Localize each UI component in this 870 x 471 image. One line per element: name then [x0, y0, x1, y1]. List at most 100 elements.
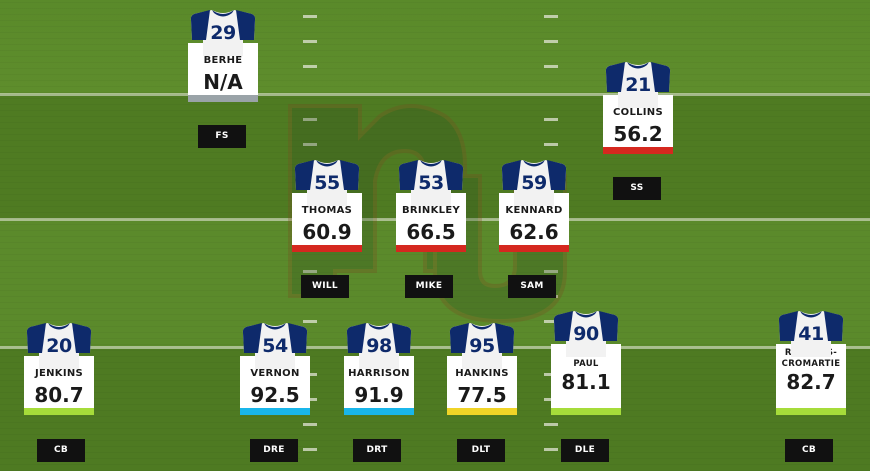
- grade-color-bar: [776, 408, 846, 415]
- jersey-icon: 54: [240, 323, 310, 369]
- player-name: BERHE: [203, 55, 243, 66]
- grade-color-bar: [24, 408, 94, 415]
- yard-line: [0, 346, 870, 349]
- player-name-line: CROMARTIE: [781, 359, 841, 369]
- player-card-dre[interactable]: VERNON 92.5 54: [240, 323, 310, 415]
- player-card-dlt[interactable]: HANKINS 77.5 95: [447, 323, 517, 415]
- hash-mark: [544, 448, 558, 451]
- hash-mark: [303, 373, 317, 376]
- jersey-icon: 98: [344, 323, 414, 369]
- hash-mark: [544, 65, 558, 68]
- jersey-number: 29: [210, 22, 236, 44]
- jersey-icon: 59: [499, 160, 569, 206]
- hash-mark: [544, 143, 558, 146]
- hash-mark: [544, 118, 558, 121]
- grade-color-bar: [188, 95, 258, 102]
- position-label-drt: DRT: [353, 439, 401, 462]
- player-card-ss[interactable]: COLLINS 56.2 21: [603, 62, 673, 154]
- hash-mark: [303, 40, 317, 43]
- yard-line: [0, 93, 870, 96]
- player-card-sam[interactable]: KENNARD 62.6 59: [499, 160, 569, 252]
- player-name: JENKINS: [34, 368, 84, 379]
- player-card-mike[interactable]: BRINKLEY 66.5 53: [396, 160, 466, 252]
- position-label-ss: SS: [613, 177, 661, 200]
- position-label-cb2: CB: [785, 439, 833, 462]
- player-grade: 82.7: [786, 370, 836, 394]
- player-name-line: PAUL: [573, 359, 599, 369]
- jersey-number: 55: [314, 172, 340, 194]
- jersey-icon: 41: [776, 311, 846, 357]
- hash-mark: [544, 270, 558, 273]
- jersey-icon: 90: [551, 311, 621, 357]
- grade-color-bar: [603, 147, 673, 154]
- player-name: BRINKLEY: [401, 205, 460, 216]
- jersey-number: 41: [798, 323, 824, 345]
- grade-color-bar: [551, 408, 621, 415]
- hash-mark: [544, 320, 558, 323]
- position-label-sam: SAM: [508, 275, 556, 298]
- jersey-number: 21: [625, 74, 651, 96]
- grade-color-bar: [396, 245, 466, 252]
- hash-mark: [303, 118, 317, 121]
- jersey-number: 98: [366, 335, 392, 357]
- player-card-will[interactable]: THOMAS 60.9 55: [292, 160, 362, 252]
- grade-color-bar: [499, 245, 569, 252]
- player-grade: 66.5: [406, 220, 456, 244]
- jersey-icon: 29: [188, 10, 258, 56]
- position-label-dle: DLE: [561, 439, 609, 462]
- player-grade: 80.7: [34, 383, 84, 407]
- hash-mark: [544, 15, 558, 18]
- hash-mark: [544, 423, 558, 426]
- player-grade: 62.6: [509, 220, 559, 244]
- jersey-icon: 53: [396, 160, 466, 206]
- player-name: THOMAS: [301, 205, 353, 216]
- position-label-cb1: CB: [37, 439, 85, 462]
- player-name: VERNON: [250, 368, 300, 379]
- position-label-mike: MIKE: [405, 275, 453, 298]
- player-card-drt[interactable]: HARRISON 91.9 98: [344, 323, 414, 415]
- jersey-number: 90: [573, 323, 599, 345]
- grade-color-bar: [240, 408, 310, 415]
- grade-color-bar: [292, 245, 362, 252]
- player-grade: 91.9: [354, 383, 404, 407]
- player-grade: N/A: [203, 70, 243, 94]
- player-grade: 77.5: [457, 383, 507, 407]
- player-name: HANKINS: [455, 368, 509, 379]
- hash-mark: [303, 65, 317, 68]
- player-name: COLLINS: [613, 107, 663, 118]
- jersey-icon: 55: [292, 160, 362, 206]
- hash-mark: [544, 40, 558, 43]
- jersey-icon: 95: [447, 323, 517, 369]
- jersey-number: 59: [521, 172, 547, 194]
- grade-color-bar: [447, 408, 517, 415]
- player-name: KENNARD: [505, 205, 563, 216]
- jersey-number: 53: [418, 172, 444, 194]
- jersey-number: 95: [469, 335, 495, 357]
- jersey-icon: 20: [24, 323, 94, 369]
- grade-card: BRINKLEY 66.5: [396, 193, 466, 252]
- hash-mark: [303, 270, 317, 273]
- grade-color-bar: [344, 408, 414, 415]
- player-card-fs[interactable]: BERHE N/A 29: [188, 10, 258, 102]
- player-grade: 60.9: [302, 220, 352, 244]
- player-grade: 81.1: [561, 370, 611, 394]
- position-label-will: WILL: [301, 275, 349, 298]
- jersey-number: 54: [262, 335, 288, 357]
- player-card-cb1[interactable]: JENKINS 80.7 20: [24, 323, 94, 415]
- hash-mark: [303, 448, 317, 451]
- position-label-fs: FS: [198, 125, 246, 148]
- hash-mark: [303, 15, 317, 18]
- hash-mark: [303, 320, 317, 323]
- jersey-number: 20: [46, 335, 72, 357]
- hash-mark: [303, 398, 317, 401]
- position-label-dre: DRE: [250, 439, 298, 462]
- player-grade: 56.2: [613, 122, 663, 146]
- player-name: HARRISON: [348, 368, 410, 379]
- hash-mark: [303, 423, 317, 426]
- position-label-dlt: DLT: [457, 439, 505, 462]
- player-grade: 92.5: [250, 383, 300, 407]
- hash-mark: [303, 143, 317, 146]
